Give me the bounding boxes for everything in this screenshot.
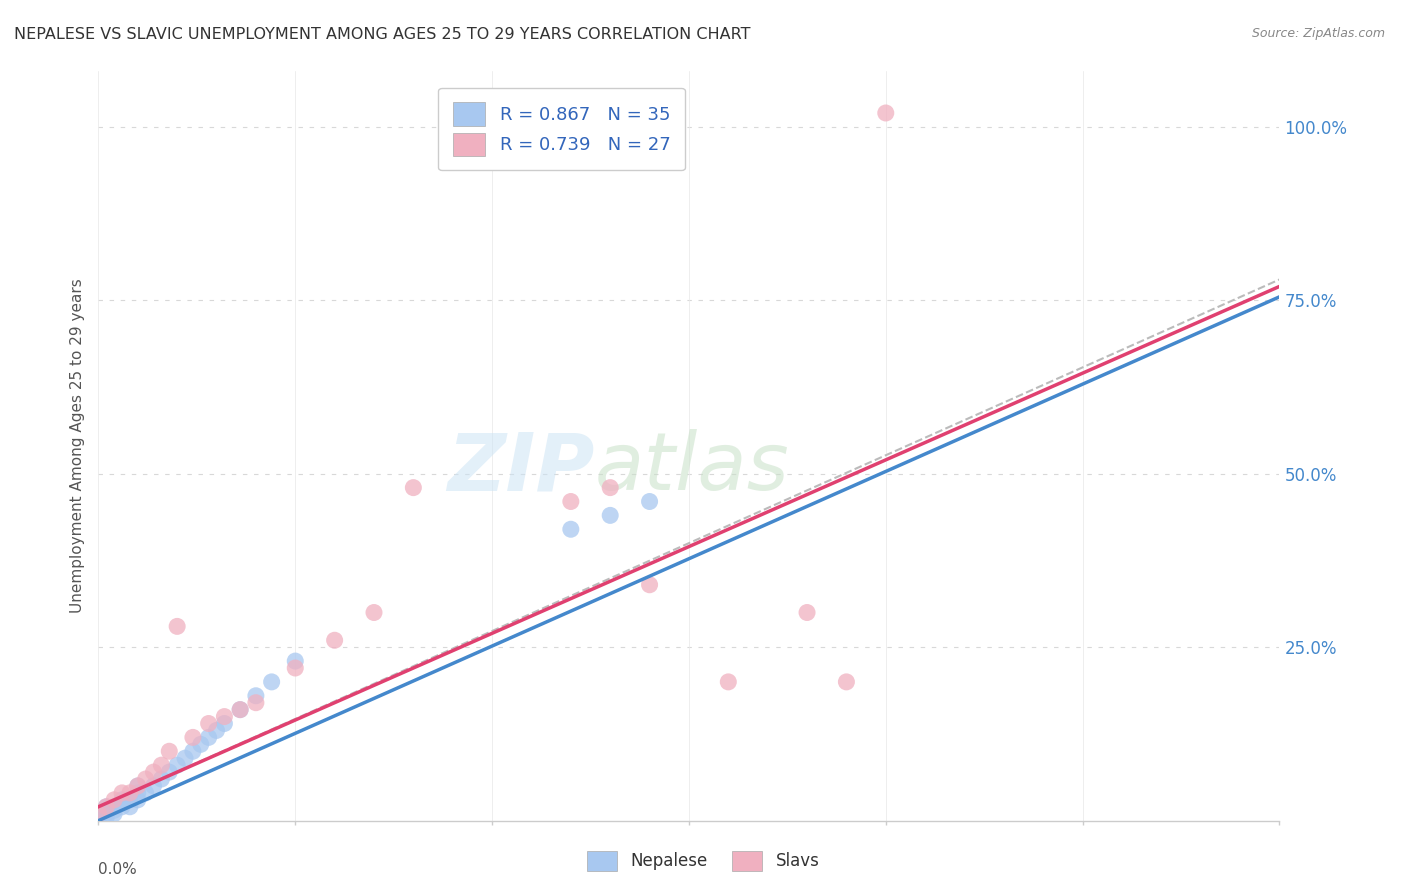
Point	[205, 723, 228, 738]
Point	[87, 806, 110, 821]
Text: 0.0%: 0.0%	[98, 862, 138, 877]
Point	[135, 786, 157, 800]
Point	[150, 758, 173, 772]
Point	[402, 481, 425, 495]
Point	[166, 619, 188, 633]
Point	[796, 606, 818, 620]
Point	[157, 765, 180, 780]
Point	[190, 737, 212, 751]
Point	[323, 633, 346, 648]
Point	[599, 481, 621, 495]
Point	[142, 765, 165, 780]
Point	[181, 744, 204, 758]
Point	[111, 786, 134, 800]
Point	[214, 709, 236, 723]
Point	[87, 814, 110, 828]
Point	[229, 703, 252, 717]
Point	[284, 654, 307, 668]
Point	[118, 799, 141, 814]
Point	[111, 793, 134, 807]
Point	[214, 716, 236, 731]
Point	[245, 689, 267, 703]
Point	[717, 674, 740, 689]
Point	[96, 799, 118, 814]
Point	[103, 799, 125, 814]
Point	[96, 803, 118, 817]
Point	[363, 606, 385, 620]
Text: atlas: atlas	[595, 429, 789, 508]
Point	[560, 494, 582, 508]
Point	[260, 674, 283, 689]
Legend: Nepalese, Slavs: Nepalese, Slavs	[578, 842, 828, 880]
Point	[96, 806, 118, 821]
Text: Source: ZipAtlas.com: Source: ZipAtlas.com	[1251, 27, 1385, 40]
Point	[111, 797, 134, 811]
Point	[96, 799, 118, 814]
Point	[245, 696, 267, 710]
Point	[135, 772, 157, 786]
Point	[229, 703, 252, 717]
Point	[174, 751, 197, 765]
Point	[142, 779, 165, 793]
Point	[96, 810, 118, 824]
Point	[103, 803, 125, 817]
Text: NEPALESE VS SLAVIC UNEMPLOYMENT AMONG AGES 25 TO 29 YEARS CORRELATION CHART: NEPALESE VS SLAVIC UNEMPLOYMENT AMONG AG…	[14, 27, 751, 42]
Point	[127, 793, 149, 807]
Point	[197, 716, 219, 731]
Text: ZIP: ZIP	[447, 429, 595, 508]
Point	[111, 799, 134, 814]
Point	[197, 731, 219, 745]
Point	[638, 578, 661, 592]
Point	[150, 772, 173, 786]
Point	[835, 674, 858, 689]
Point	[87, 806, 110, 821]
Y-axis label: Unemployment Among Ages 25 to 29 years: Unemployment Among Ages 25 to 29 years	[69, 278, 84, 614]
Point	[118, 786, 141, 800]
Point	[166, 758, 188, 772]
Point	[157, 744, 180, 758]
Point	[875, 106, 897, 120]
Point	[118, 793, 141, 807]
Point	[103, 793, 125, 807]
Point	[127, 779, 149, 793]
Legend: R = 0.867   N = 35, R = 0.739   N = 27: R = 0.867 N = 35, R = 0.739 N = 27	[439, 88, 685, 170]
Point	[599, 508, 621, 523]
Point	[638, 494, 661, 508]
Point	[181, 731, 204, 745]
Point	[127, 786, 149, 800]
Point	[127, 779, 149, 793]
Point	[560, 522, 582, 536]
Point	[284, 661, 307, 675]
Point	[103, 806, 125, 821]
